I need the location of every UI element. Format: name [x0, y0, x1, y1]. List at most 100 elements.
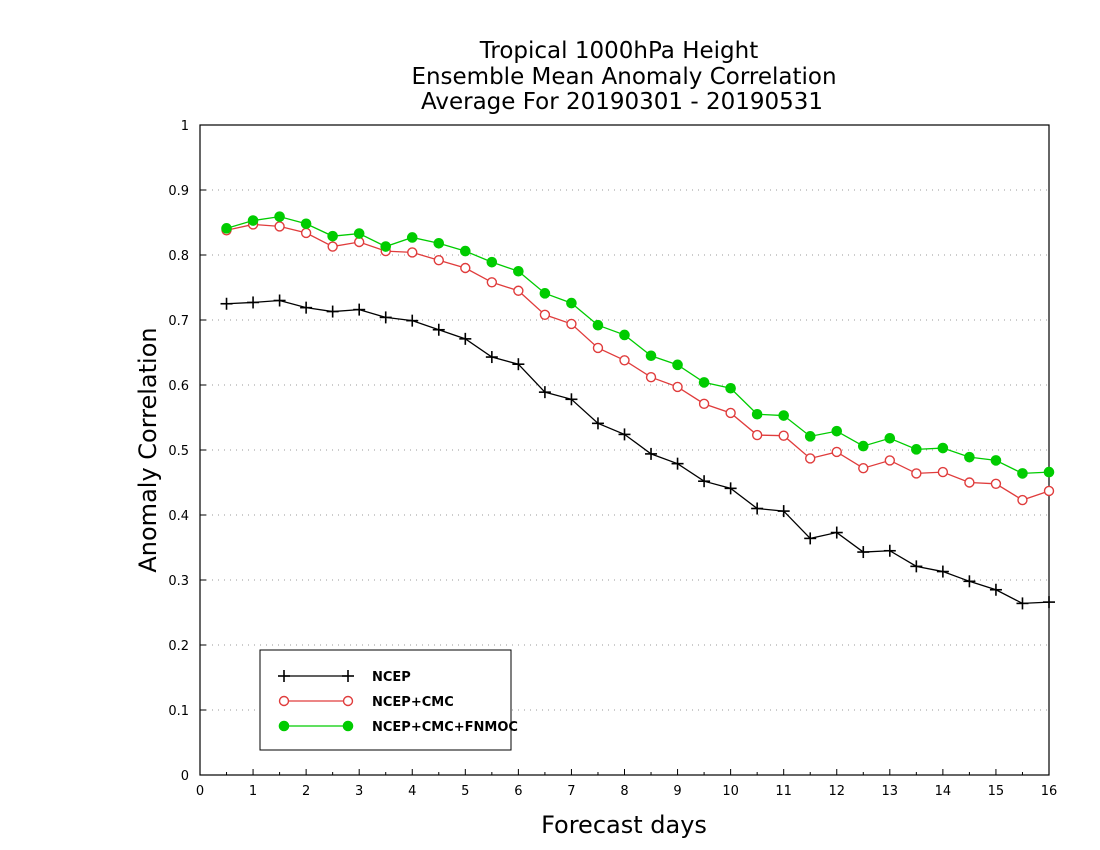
- series-2-point-1: [247, 215, 259, 226]
- series-1-point-27: [937, 466, 949, 478]
- series-1-point-16: [645, 372, 657, 383]
- series-1-point-24: [858, 463, 869, 474]
- legend-marker-right-0: [342, 670, 354, 682]
- series-layer: [220, 211, 1055, 610]
- y-tick-label-8: 0.8: [168, 249, 189, 264]
- legend-box: [259, 649, 512, 751]
- x-tick-label-3: 3: [355, 784, 363, 799]
- series-0-point-20: [751, 502, 764, 515]
- series-0-point-23: [830, 526, 843, 539]
- series-1-point-3: [300, 227, 312, 239]
- series-0-point-26: [910, 560, 923, 573]
- series-0-point-21: [777, 505, 790, 518]
- series-1-point-7: [407, 247, 418, 258]
- series-0-point-15: [618, 428, 631, 441]
- series-2-point-20: [751, 408, 763, 420]
- legend: NCEP NCEP+CMC NCEP+CMC+FNMOC: [259, 649, 518, 751]
- series-1-point-2: [274, 221, 285, 232]
- x-tick-label-1: 1: [249, 784, 257, 799]
- y-tick-label-6: 0.6: [168, 379, 189, 394]
- legend-marker-left-0: [278, 670, 290, 682]
- legend-item-2: NCEP+CMC+FNMOC: [278, 720, 518, 735]
- series-2-point-22: [804, 431, 816, 442]
- x-tick-label-5: 5: [461, 784, 469, 799]
- title-line-3: Average For 20190301 - 20190531: [421, 89, 823, 115]
- x-tick-label-13: 13: [882, 784, 899, 799]
- series-1-point-15: [619, 355, 630, 366]
- series-0-point-14: [591, 417, 604, 430]
- series-2-point-28: [964, 451, 975, 463]
- x-tick-label-10: 10: [722, 784, 739, 799]
- series-2-point-18: [698, 377, 710, 388]
- legend-item-1: NCEP+CMC: [278, 695, 454, 710]
- series-0: [220, 294, 1055, 610]
- series-0-point-11: [512, 358, 525, 371]
- series-0-point-4: [326, 305, 339, 318]
- y-tick-label-3: 0.3: [168, 574, 189, 589]
- legend-marker-right-2: [342, 720, 354, 732]
- series-2-point-3: [300, 218, 312, 230]
- series-1-point-28: [964, 477, 975, 488]
- series-2-point-7: [406, 232, 418, 243]
- series-1-point-8: [433, 255, 444, 266]
- y-tick-label-0: 0: [181, 769, 189, 784]
- series-0-point-19: [724, 482, 737, 495]
- series-0-point-13: [565, 393, 578, 406]
- series-2-point-19: [725, 382, 736, 394]
- series-1-point-21: [778, 430, 789, 441]
- series-1-point-18: [698, 398, 710, 410]
- series-1-point-25: [884, 455, 896, 466]
- series-2-point-13: [566, 297, 577, 309]
- series-0-point-27: [936, 565, 949, 578]
- series-1: [221, 219, 1055, 506]
- series-0-point-29: [989, 583, 1002, 596]
- series-1-point-20: [751, 429, 763, 441]
- series-2-point-14: [592, 319, 604, 331]
- x-tick-label-16: 16: [1041, 784, 1058, 799]
- series-2-point-0: [221, 223, 232, 234]
- series-2-point-25: [884, 433, 896, 444]
- x-tick-label-14: 14: [935, 784, 952, 799]
- legend-marker-right-1: [342, 695, 354, 707]
- series-2-point-11: [513, 265, 524, 277]
- legend-label-2: NCEP+CMC+FNMOC: [372, 720, 518, 735]
- series-0-point-6: [379, 311, 392, 324]
- series-1-point-22: [805, 453, 816, 464]
- series-2-point-29: [990, 455, 1002, 466]
- series-0-point-16: [645, 447, 658, 460]
- series-2-point-8: [433, 238, 445, 249]
- series-0-point-22: [804, 532, 817, 545]
- title-line-1: Tropical 1000hPa Height: [479, 38, 759, 64]
- series-1-point-31: [1043, 485, 1055, 497]
- series-line-2: [226, 215, 1050, 475]
- chart-title: Tropical 1000hPa Height Ensemble Mean An…: [411, 38, 836, 115]
- series-2-point-27: [937, 442, 949, 454]
- series-1-point-13: [566, 318, 577, 330]
- legend-marker-left-2: [278, 720, 290, 732]
- x-tick-label-0: 0: [196, 784, 204, 799]
- series-2-point-23: [831, 425, 843, 437]
- x-tick-label-2: 2: [302, 784, 310, 799]
- series-0-point-5: [353, 303, 366, 316]
- x-tick-label-7: 7: [567, 784, 575, 799]
- series-1-point-23: [831, 446, 842, 458]
- series-0-point-7: [406, 314, 419, 327]
- series-1-point-14: [592, 342, 604, 354]
- series-2-point-24: [857, 440, 869, 452]
- x-axis-label: Forecast days: [541, 811, 707, 839]
- y-tick-label-2: 0.2: [168, 639, 189, 654]
- series-2-point-5: [353, 228, 365, 239]
- series-0-point-1: [247, 296, 260, 309]
- series-2: [221, 211, 1055, 479]
- legend-marker-left-1: [278, 695, 290, 707]
- series-2-point-17: [672, 359, 683, 371]
- series-2-point-21: [778, 410, 789, 421]
- x-tick-label-15: 15: [988, 784, 1005, 799]
- x-tick-label-9: 9: [673, 784, 681, 799]
- title-line-2: Ensemble Mean Anomaly Correlation: [411, 64, 836, 90]
- series-1-point-4: [327, 241, 338, 252]
- series-1-point-10: [486, 277, 498, 288]
- series-1-point-30: [1017, 494, 1028, 506]
- series-1-point-29: [990, 478, 1002, 489]
